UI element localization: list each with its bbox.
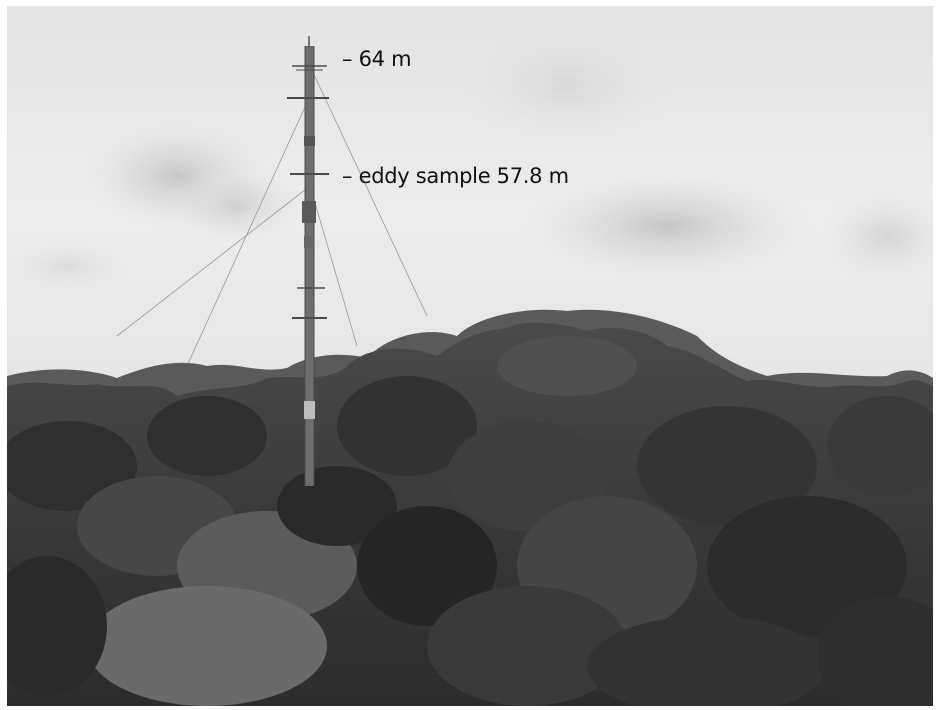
eddy-sample-label: – eddy sample 57.8 m: [342, 164, 569, 188]
photo-frame: – 64 m – eddy sample 57.8 m: [7, 6, 933, 706]
forest-tower-photo: [7, 6, 933, 706]
measurement-tower: [287, 36, 329, 486]
clouds: [7, 26, 933, 296]
guy-wires: [116, 65, 428, 367]
top-height-label: – 64 m: [342, 47, 412, 71]
canopy-texture: [7, 336, 933, 706]
